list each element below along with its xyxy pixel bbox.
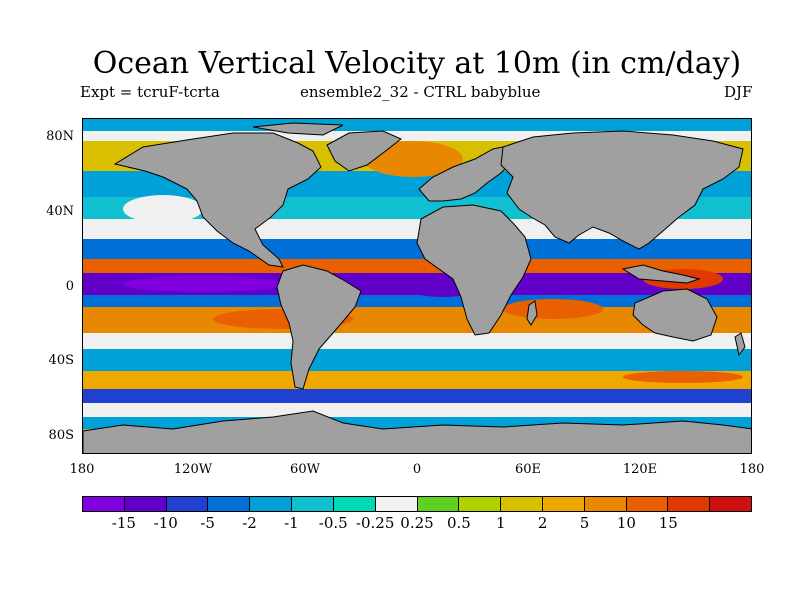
- antarctica: [83, 410, 751, 453]
- band-white-s: [83, 333, 751, 349]
- south-america: [276, 264, 362, 390]
- colorbar-segment: [250, 497, 293, 511]
- colorbar-segment: [626, 497, 669, 511]
- north-america: [113, 132, 322, 268]
- colorbar-label: 0.5: [446, 514, 471, 532]
- arctic-islands: [252, 122, 344, 136]
- lon-label-120w: 120W: [173, 462, 213, 477]
- plot-title: Ocean Vertical Velocity at 10m (in cm/da…: [92, 46, 742, 81]
- colorbar-segment: [124, 497, 167, 511]
- colorbar-segment: [333, 497, 376, 511]
- lat-label-80n: 80N: [46, 129, 74, 144]
- colorbar-label: 10: [616, 514, 636, 532]
- lat-label-40s: 40S: [48, 353, 74, 368]
- colorbar-segment: [501, 497, 543, 511]
- colorbar-segment: [166, 497, 209, 511]
- new-zealand: [734, 332, 746, 357]
- colorbar-label: 5: [579, 514, 590, 532]
- colorbar-segment: [459, 497, 502, 511]
- colorbar-label: -5: [200, 514, 215, 532]
- colorbar: [82, 496, 752, 512]
- patch-indian-eq: [503, 279, 583, 295]
- asia: [500, 130, 744, 250]
- patch-southern-east: [623, 371, 743, 383]
- colorbar-segment: [208, 497, 251, 511]
- patch-north-atlantic: [363, 141, 463, 177]
- ensemble-label: ensemble2_32 - CTRL babyblue: [300, 83, 541, 101]
- lon-label-0: 0: [412, 462, 422, 477]
- lat-label-40n: 40N: [46, 204, 74, 219]
- patch-north-pacific: [123, 195, 203, 223]
- colorbar-segment: [542, 497, 585, 511]
- africa: [416, 204, 532, 336]
- australia: [632, 288, 718, 342]
- colorbar-segment: [292, 497, 334, 511]
- colorbar-label: 2: [537, 514, 548, 532]
- colorbar-label: -2: [242, 514, 257, 532]
- map-panel: [82, 118, 752, 454]
- lat-label-0: 0: [65, 279, 74, 294]
- colorbar-label: 0.25: [400, 514, 434, 532]
- colorbar-segment: [375, 497, 418, 511]
- colorbar-segment: [710, 497, 751, 511]
- indonesia: [621, 264, 701, 284]
- colorbar-label: -10: [153, 514, 178, 532]
- lon-label-180e: 180: [739, 462, 765, 477]
- lat-label-80s: 80S: [48, 428, 74, 443]
- lon-label-60w: 60W: [290, 462, 320, 477]
- patch-indian-south: [503, 299, 603, 319]
- experiment-label: Expt = tcruF-tcrta: [80, 83, 220, 101]
- colorbar-segment: [417, 497, 460, 511]
- colorbar-label: 1: [495, 514, 506, 532]
- band-southern-2: [83, 389, 751, 403]
- colorbar-label: -0.5: [318, 514, 348, 532]
- colorbar-segment: [668, 497, 711, 511]
- greenland: [326, 130, 402, 172]
- band-southern-1: [83, 371, 751, 389]
- band-arctic-edge: [83, 131, 751, 141]
- madagascar: [526, 300, 538, 326]
- map-svg: [83, 119, 751, 453]
- land: [83, 122, 751, 453]
- lon-label-180w: 180: [69, 462, 95, 477]
- lon-label-60e: 60E: [514, 462, 542, 477]
- colorbar-label: -1: [284, 514, 299, 532]
- colorbar-segment: [584, 497, 627, 511]
- lon-label-120e: 120E: [622, 462, 658, 477]
- colorbar-label: -0.25: [355, 514, 395, 532]
- patch-eq-pacific: [123, 276, 283, 292]
- season-label: DJF: [724, 83, 753, 101]
- colorbar-segment: [83, 497, 125, 511]
- band-arctic: [83, 119, 751, 131]
- colorbar-label: 15: [658, 514, 678, 532]
- band-southern-3: [83, 403, 751, 417]
- band-eq-north: [83, 259, 751, 273]
- band-gyre-s: [83, 349, 751, 371]
- colorbar-label: -15: [111, 514, 136, 532]
